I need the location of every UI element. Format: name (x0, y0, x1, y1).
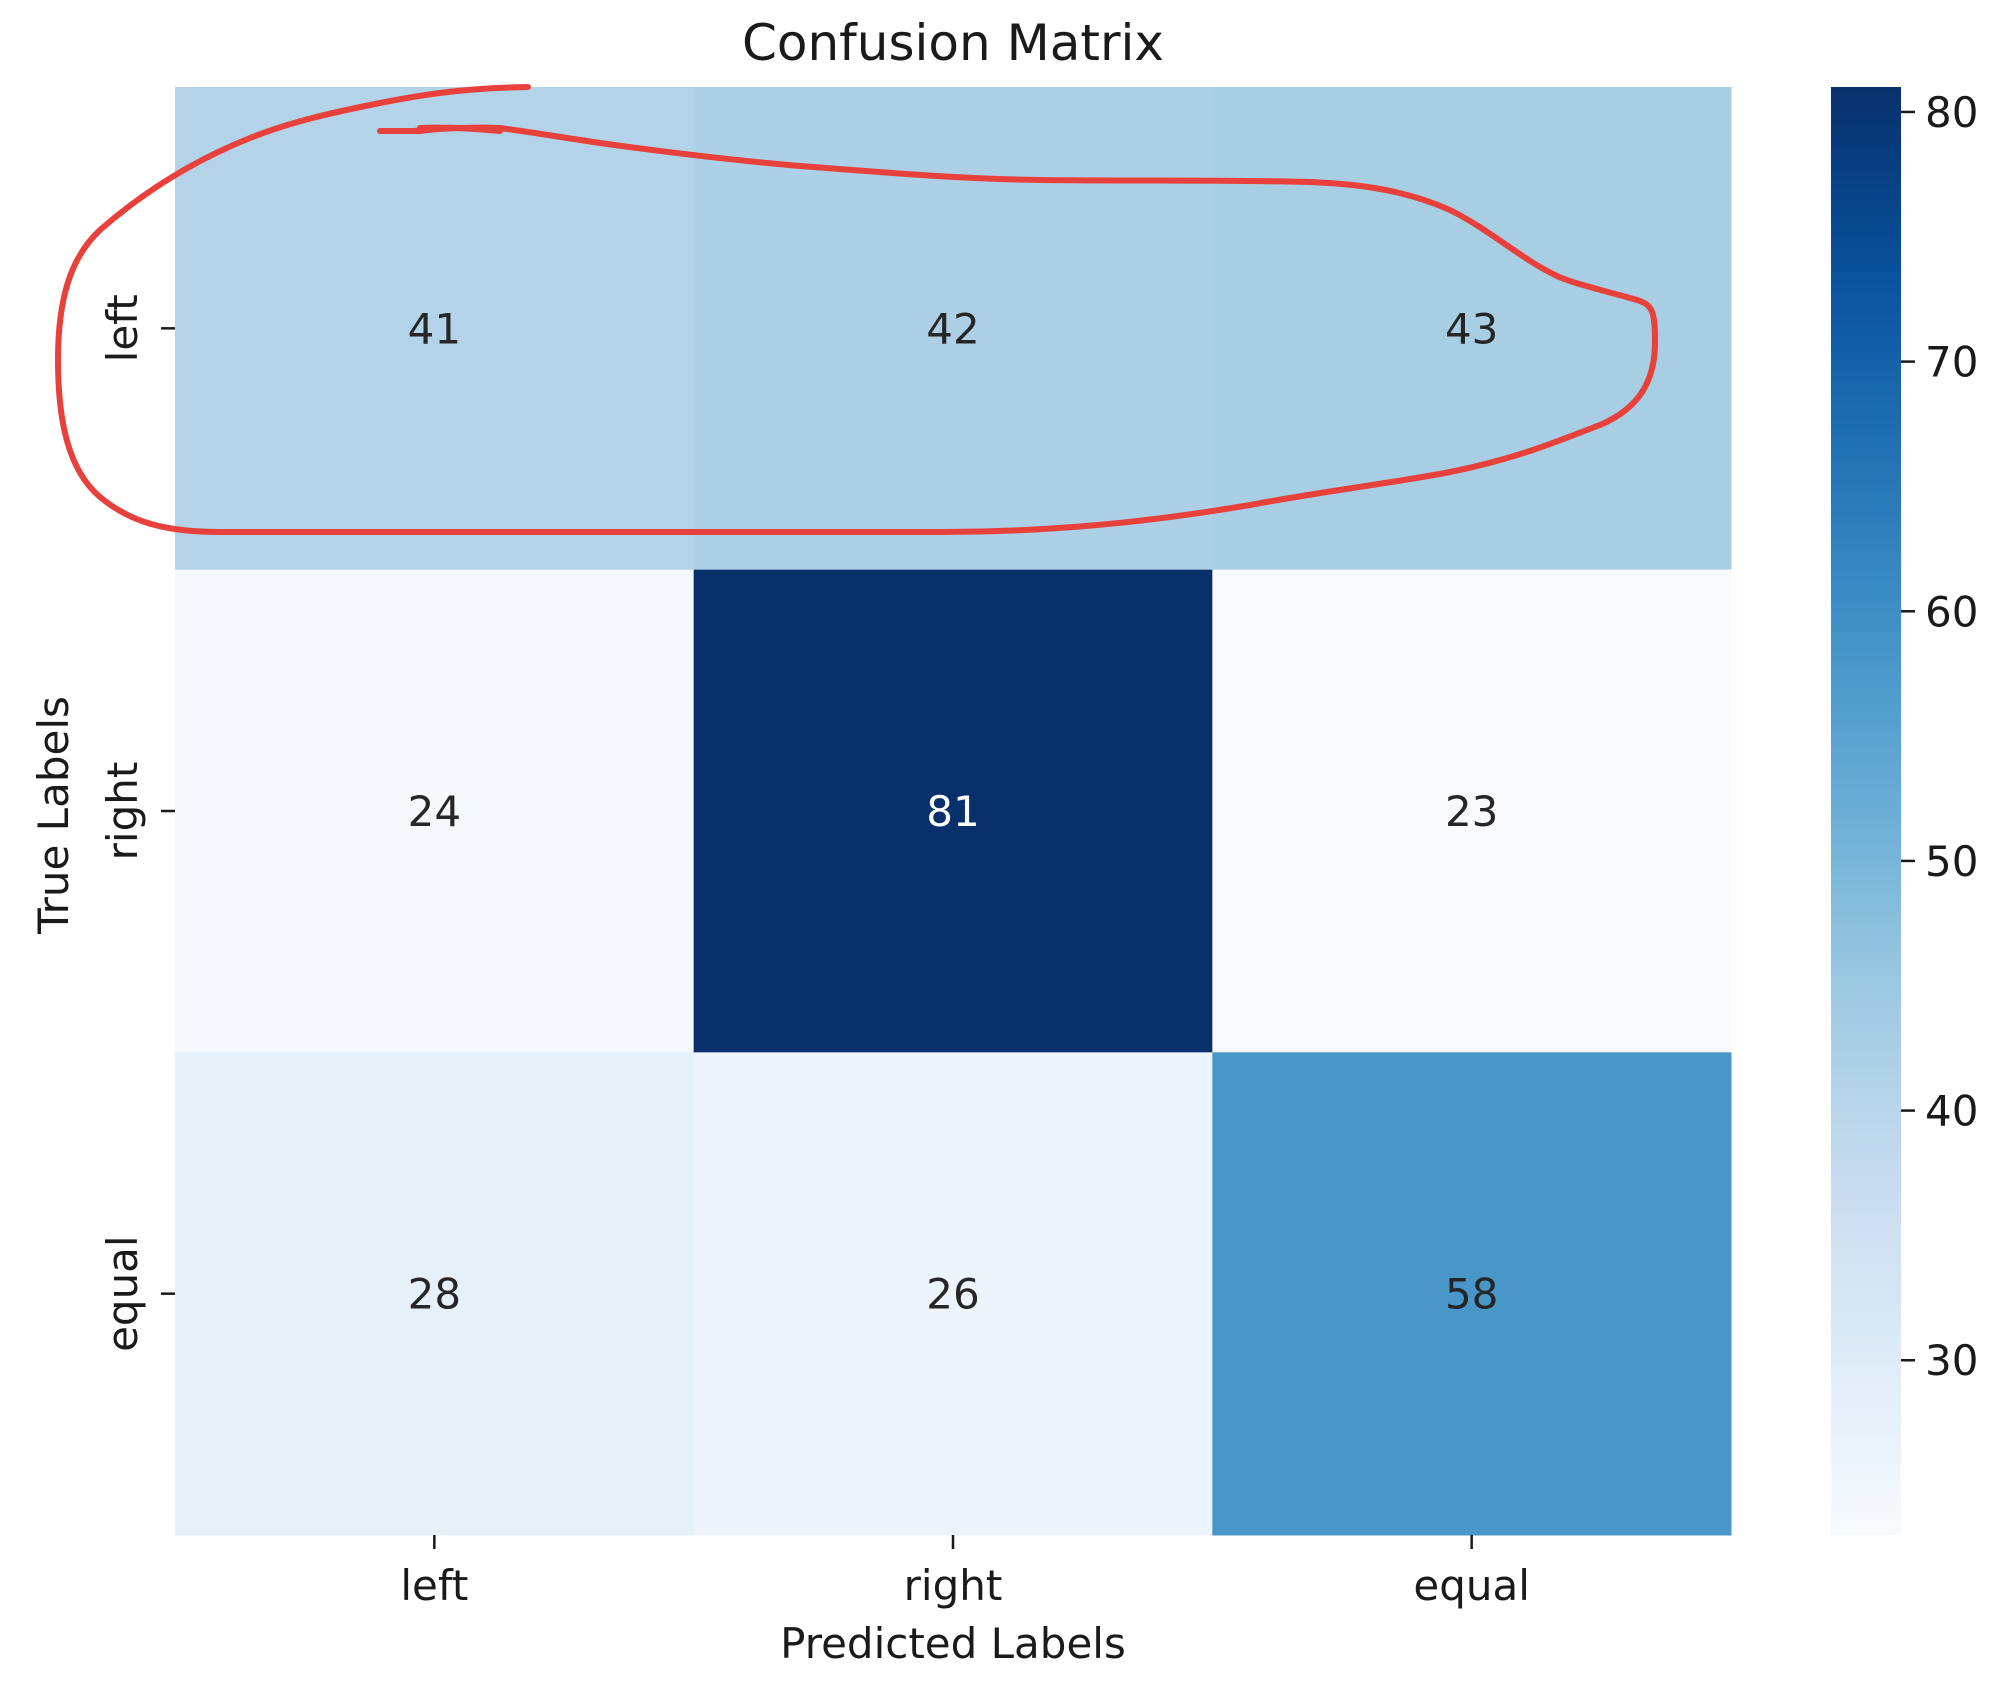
x-axis-label: Predicted Labels (780, 1619, 1126, 1668)
heatmap-cells (175, 87, 1732, 1536)
axis-ticks: left right equal left right equal (98, 294, 1530, 1610)
colorbar-tick-label: 80 (1925, 88, 1978, 137)
hand-drawn-annotation (55, 84, 1658, 535)
chart-title: Confusion Matrix (742, 14, 1164, 72)
colorbar: 30 40 50 60 70 80 (1831, 87, 1978, 1535)
cell-value-label: 24 (408, 787, 461, 836)
cell-value-label: 81 (926, 787, 979, 836)
colorbar-tick-label: 50 (1925, 837, 1978, 886)
heatmap-cell (175, 1052, 695, 1536)
y-axis-label: True Labels (29, 696, 78, 935)
heatmap-cell (1212, 569, 1732, 1053)
y-tick-label: equal (98, 1235, 147, 1352)
colorbar-tick-label: 60 (1925, 587, 1978, 636)
heatmap-cell-labels: 41 42 43 24 81 23 28 26 58 (408, 304, 1499, 1318)
colorbar-tick-label: 70 (1925, 338, 1978, 387)
heatmap-cell (175, 569, 695, 1053)
x-tick-label: equal (1413, 1561, 1530, 1610)
cell-value-label: 26 (926, 1270, 979, 1319)
cell-value-label: 43 (1445, 304, 1498, 353)
cell-value-label: 28 (408, 1270, 461, 1319)
cell-value-label: 23 (1445, 787, 1498, 836)
heatmap-cell (693, 569, 1213, 1053)
heatmap-cell (693, 1052, 1213, 1536)
colorbar-tick-label: 30 (1925, 1336, 1978, 1385)
x-tick-label: left (400, 1561, 468, 1610)
heatmap-cell (175, 87, 695, 571)
heatmap-cell (1212, 1052, 1732, 1536)
cell-value-label: 41 (408, 304, 461, 353)
cell-value-label: 58 (1445, 1270, 1498, 1319)
cell-value-label: 42 (926, 304, 979, 353)
y-tick-label: right (98, 762, 147, 861)
y-tick-label: left (98, 294, 147, 362)
heatmap-cell (1212, 87, 1732, 571)
heatmap-cell (693, 87, 1213, 571)
colorbar-gradient (1831, 87, 1901, 1535)
colorbar-tick-label: 40 (1925, 1087, 1978, 1136)
x-tick-label: right (904, 1561, 1003, 1610)
